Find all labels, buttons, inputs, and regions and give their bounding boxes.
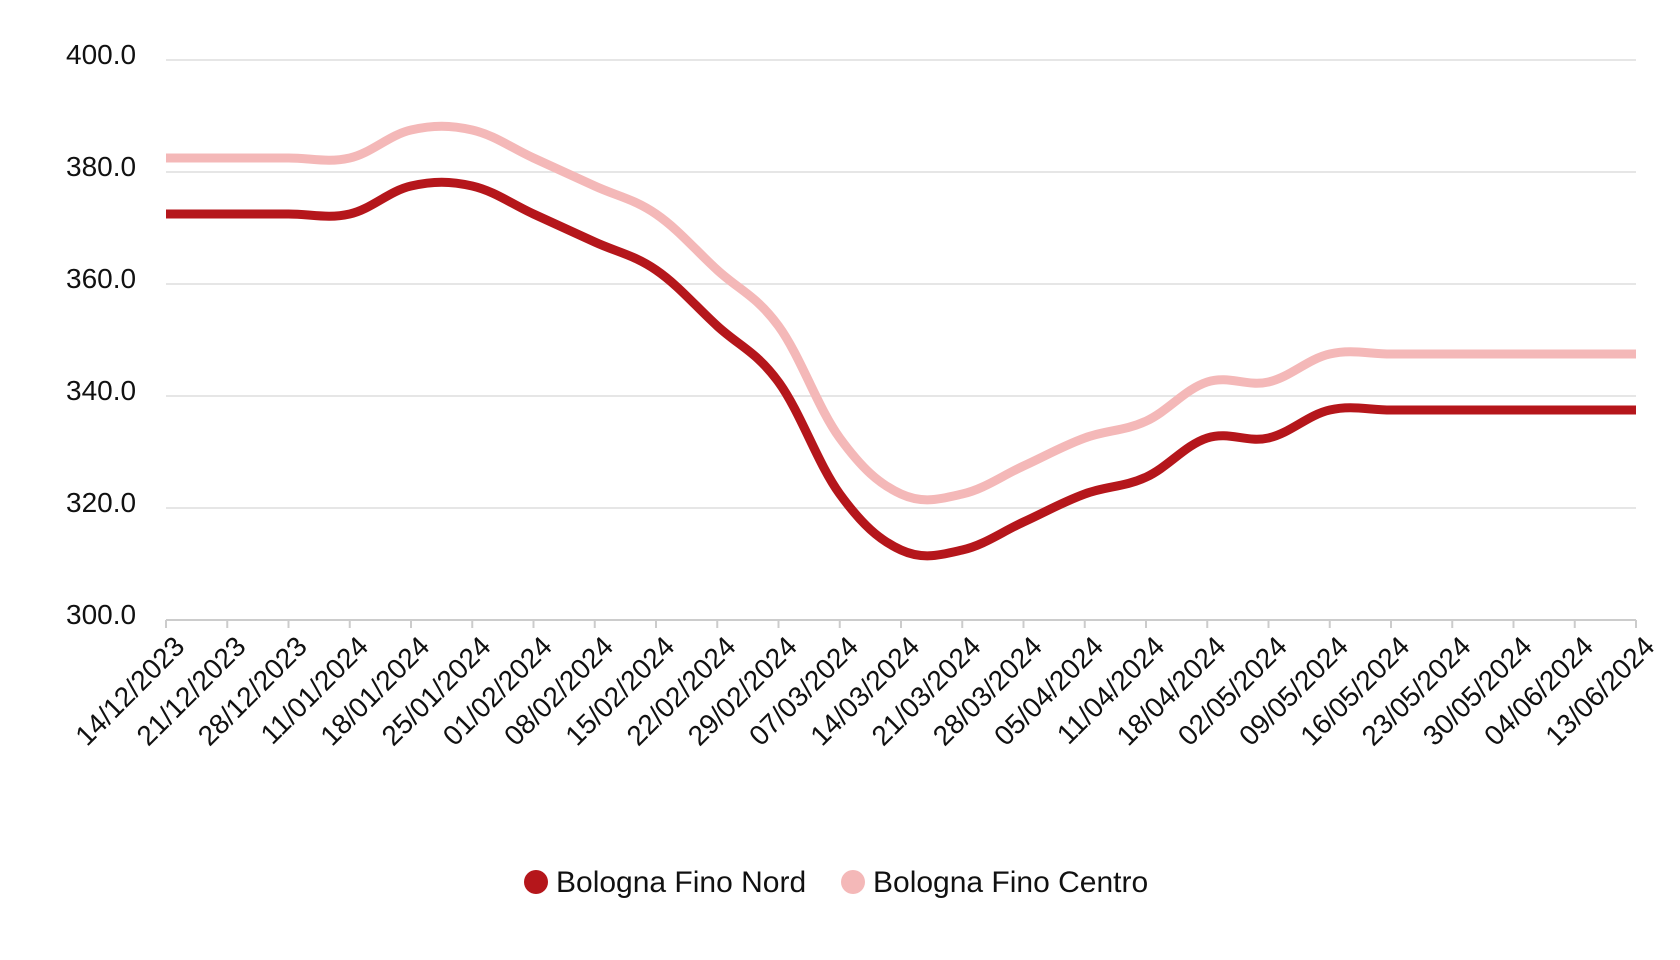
- y-tick-label: 380.0: [66, 151, 136, 182]
- legend-marker-bologna-fino-nord: [524, 870, 548, 894]
- legend-label-bologna-fino-centro: Bologna Fino Centro: [873, 866, 1148, 899]
- y-axis-ticks: 300.0 320.0 340.0 360.0 380.0 400.0: [66, 39, 136, 630]
- y-tick-label: 320.0: [66, 487, 136, 518]
- y-tick-label: 300.0: [66, 599, 136, 630]
- y-tick-label: 360.0: [66, 263, 136, 294]
- y-tick-label: 340.0: [66, 375, 136, 406]
- series-line-bologna-fino-nord: [166, 177, 1636, 561]
- legend-label-bologna-fino-nord: Bologna Fino Nord: [556, 866, 806, 899]
- y-tick-label: 400.0: [66, 39, 136, 70]
- legend: Bologna Fino Nord Bologna Fino Centro: [524, 866, 1148, 899]
- series-lines: [165, 121, 1636, 561]
- series-line-bologna-fino-centro: [165, 121, 1636, 505]
- legend-marker-bologna-fino-centro: [841, 870, 865, 894]
- x-axis-ticks: 14/12/202321/12/202328/12/202311/01/2024…: [69, 620, 1660, 751]
- grid-lines: [166, 59, 1636, 509]
